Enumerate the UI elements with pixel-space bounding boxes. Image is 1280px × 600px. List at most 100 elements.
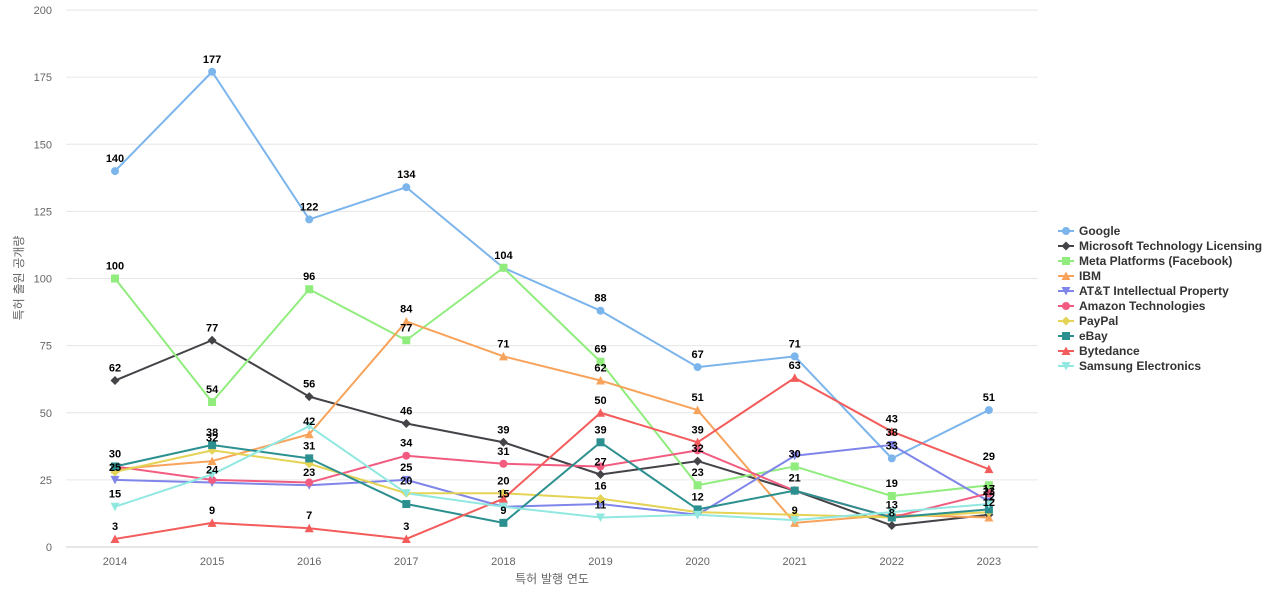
data-label: 43 — [886, 414, 898, 426]
data-point[interactable] — [693, 446, 702, 455]
data-point[interactable] — [887, 440, 897, 450]
data-point[interactable] — [984, 500, 994, 509]
data-point[interactable] — [498, 502, 508, 512]
data-point[interactable] — [402, 500, 411, 509]
data-point[interactable] — [304, 523, 314, 533]
legend-item[interactable]: Amazon Technologies — [1058, 299, 1206, 313]
data-label: 23 — [303, 467, 315, 479]
data-point[interactable] — [596, 462, 605, 471]
data-point[interactable] — [693, 510, 703, 520]
data-point[interactable] — [596, 494, 605, 504]
legend-item[interactable]: eBay — [1058, 329, 1108, 343]
data-point[interactable] — [401, 534, 411, 543]
data-point[interactable] — [401, 489, 411, 498]
data-label: 8 — [889, 508, 895, 520]
data-point[interactable] — [984, 406, 993, 415]
legend-label: Bytedance — [1079, 344, 1140, 358]
data-point[interactable] — [305, 285, 314, 294]
data-point[interactable] — [984, 481, 993, 490]
data-point[interactable] — [208, 398, 217, 407]
data-point[interactable] — [207, 456, 217, 466]
data-point[interactable] — [693, 405, 703, 415]
data-point[interactable] — [887, 521, 897, 531]
data-point[interactable] — [208, 440, 217, 449]
legend-item[interactable]: Bytedance — [1058, 344, 1140, 358]
data-point[interactable] — [790, 462, 799, 471]
data-point[interactable] — [596, 306, 605, 315]
data-point[interactable] — [596, 376, 605, 385]
data-point[interactable] — [984, 505, 993, 514]
data-point[interactable] — [693, 363, 702, 372]
data-point[interactable] — [790, 373, 800, 382]
data-point[interactable] — [401, 316, 411, 326]
data-point[interactable] — [304, 392, 314, 402]
data-point[interactable] — [305, 215, 314, 224]
data-point[interactable] — [984, 489, 993, 498]
data-point[interactable] — [402, 336, 411, 345]
data-point[interactable] — [499, 518, 508, 527]
data-point[interactable] — [110, 376, 120, 386]
data-point[interactable] — [498, 488, 508, 498]
data-point[interactable] — [596, 513, 605, 522]
legend-swatch-marker — [1061, 346, 1071, 355]
data-point[interactable] — [111, 167, 119, 176]
data-point[interactable] — [207, 518, 217, 527]
data-point[interactable] — [401, 475, 411, 485]
data-point[interactable] — [887, 454, 896, 463]
legend-item[interactable]: Samsung Electronics — [1058, 359, 1201, 373]
data-point[interactable] — [498, 494, 508, 503]
data-labels: 1401771221341048867713351627756463927328… — [106, 54, 995, 533]
data-point[interactable] — [498, 437, 508, 447]
data-point[interactable] — [596, 470, 605, 480]
data-point[interactable] — [402, 451, 411, 460]
data-label: 23 — [983, 486, 995, 498]
data-point[interactable] — [304, 422, 314, 431]
data-point[interactable] — [790, 516, 800, 525]
data-point[interactable] — [596, 500, 605, 509]
data-point[interactable] — [207, 335, 217, 345]
data-label: 100 — [106, 261, 124, 273]
data-point[interactable] — [110, 502, 120, 512]
legend-item[interactable]: AT&T Intellectual Property — [1058, 284, 1229, 298]
data-point[interactable] — [111, 462, 119, 471]
legend-item[interactable]: Meta Platforms (Facebook) — [1058, 254, 1232, 268]
data-point[interactable] — [499, 263, 508, 272]
data-point[interactable] — [208, 67, 217, 76]
data-point[interactable] — [596, 438, 605, 447]
data-point[interactable] — [111, 274, 119, 283]
data-point[interactable] — [401, 418, 411, 428]
data-point[interactable] — [305, 454, 314, 463]
data-label: 122 — [300, 201, 318, 213]
data-point[interactable] — [693, 481, 702, 490]
legend-item[interactable]: PayPal — [1058, 314, 1118, 328]
legend-item[interactable]: IBM — [1058, 269, 1101, 283]
x-tick-label: 2022 — [880, 556, 904, 568]
data-label: 34 — [400, 438, 413, 450]
legend-item[interactable]: Microsoft Technology Licensing — [1058, 239, 1262, 253]
data-point[interactable] — [110, 475, 120, 485]
data-point[interactable] — [790, 486, 799, 495]
data-point[interactable] — [596, 357, 605, 366]
data-point[interactable] — [207, 470, 217, 480]
data-point[interactable] — [693, 456, 703, 466]
data-point[interactable] — [499, 459, 508, 468]
data-point[interactable] — [498, 351, 508, 361]
data-point[interactable] — [110, 534, 120, 543]
data-point[interactable] — [984, 512, 994, 522]
data-point[interactable] — [790, 451, 800, 461]
x-tick-label: 2018 — [491, 556, 515, 568]
data-point[interactable] — [402, 183, 411, 192]
data-point[interactable] — [887, 491, 896, 500]
data-point[interactable] — [596, 408, 605, 417]
data-point[interactable] — [790, 352, 799, 361]
data-point[interactable] — [305, 478, 314, 487]
data-point[interactable] — [887, 508, 897, 517]
data-point[interactable] — [887, 427, 897, 436]
data-point[interactable] — [887, 513, 896, 522]
data-point[interactable] — [304, 429, 314, 439]
data-point[interactable] — [984, 464, 994, 474]
data-point[interactable] — [693, 505, 702, 514]
data-point[interactable] — [693, 437, 703, 447]
data-point[interactable] — [208, 475, 217, 484]
legend-item[interactable]: Google — [1058, 224, 1121, 238]
